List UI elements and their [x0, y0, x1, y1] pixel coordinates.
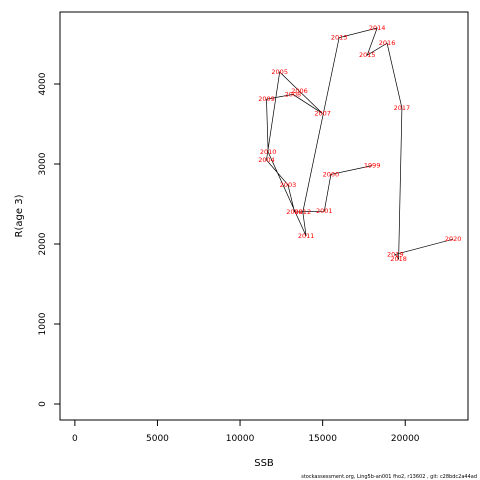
x-tick-label: 5000: [146, 434, 169, 444]
y-tick-label: 1000: [38, 312, 48, 335]
year-label-2019: 2019: [387, 250, 404, 258]
year-label-2000: 2000: [323, 170, 340, 178]
y-tick-label: 2000: [38, 232, 48, 255]
year-label-2015: 2015: [359, 51, 376, 59]
year-label-2013: 2013: [331, 34, 348, 42]
x-axis-title: SSB: [254, 458, 274, 469]
year-label-2001: 2001: [316, 207, 333, 215]
y-tick-label: 4000: [38, 72, 48, 95]
x-axis: 0 5000 10000 15000 20000: [72, 419, 420, 444]
plot-frame: [59, 11, 469, 421]
year-label-2010: 2010: [260, 148, 277, 156]
year-label-2016: 2016: [379, 39, 396, 47]
year-label-2020: 2020: [445, 235, 462, 243]
year-label-2018: 2018: [390, 255, 407, 263]
x-tick-label: 15000: [308, 434, 337, 444]
point-labels: 1999 2000 2001 2002 2003 2004 2005 2006 2007 2008…: [258, 24, 461, 263]
x-tick-label: 10000: [226, 434, 255, 444]
year-label-2017: 2017: [394, 104, 411, 112]
y-tick-label: 3000: [38, 152, 48, 175]
year-label-2005: 2005: [271, 68, 288, 76]
year-label-2009: 2009: [258, 95, 275, 103]
year-label-2008: 2008: [285, 90, 302, 98]
x-tick-label: 20000: [391, 434, 420, 444]
year-label-2007: 2007: [314, 110, 331, 118]
year-label-2002: 2002: [286, 208, 303, 216]
year-label-1999: 1999: [364, 162, 381, 170]
year-label-2012: 2012: [295, 208, 312, 216]
footer-note: stockassessment.org, Ling5b-an001 fho2, …: [301, 474, 477, 480]
y-axis-title: R(age 3): [14, 194, 25, 237]
year-label-2004: 2004: [258, 156, 275, 164]
year-label-2003: 2003: [280, 181, 297, 189]
sr-path-line: [266, 27, 454, 261]
x-tick-label: 0: [72, 434, 78, 444]
year-label-2011: 2011: [298, 232, 315, 240]
y-tick-label: 0: [38, 401, 48, 407]
y-axis: 0 1000 2000 3000 4000: [38, 72, 61, 407]
year-label-2006: 2006: [291, 87, 308, 95]
year-label-2014: 2014: [369, 24, 386, 32]
